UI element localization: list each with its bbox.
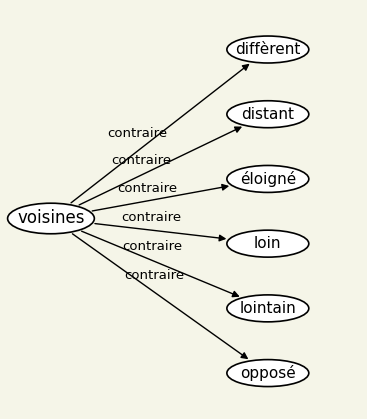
Text: contraire: contraire [107,127,167,140]
Text: voisines: voisines [17,210,85,228]
Text: lointain: lointain [239,301,296,316]
Ellipse shape [227,295,309,322]
Text: contraire: contraire [124,269,184,282]
Ellipse shape [227,101,309,128]
Text: contraire: contraire [121,211,181,224]
Text: éloigné: éloigné [240,171,296,187]
Text: contraire: contraire [123,240,183,253]
Ellipse shape [227,230,309,257]
Ellipse shape [227,360,309,387]
Text: diffèrent: diffèrent [235,42,301,57]
Text: contraire: contraire [117,181,177,194]
Text: distant: distant [241,107,294,122]
Text: loin: loin [254,236,281,251]
Ellipse shape [227,166,309,192]
Ellipse shape [8,203,94,234]
Text: contraire: contraire [112,154,172,167]
Ellipse shape [227,36,309,63]
Text: opposé: opposé [240,365,296,381]
